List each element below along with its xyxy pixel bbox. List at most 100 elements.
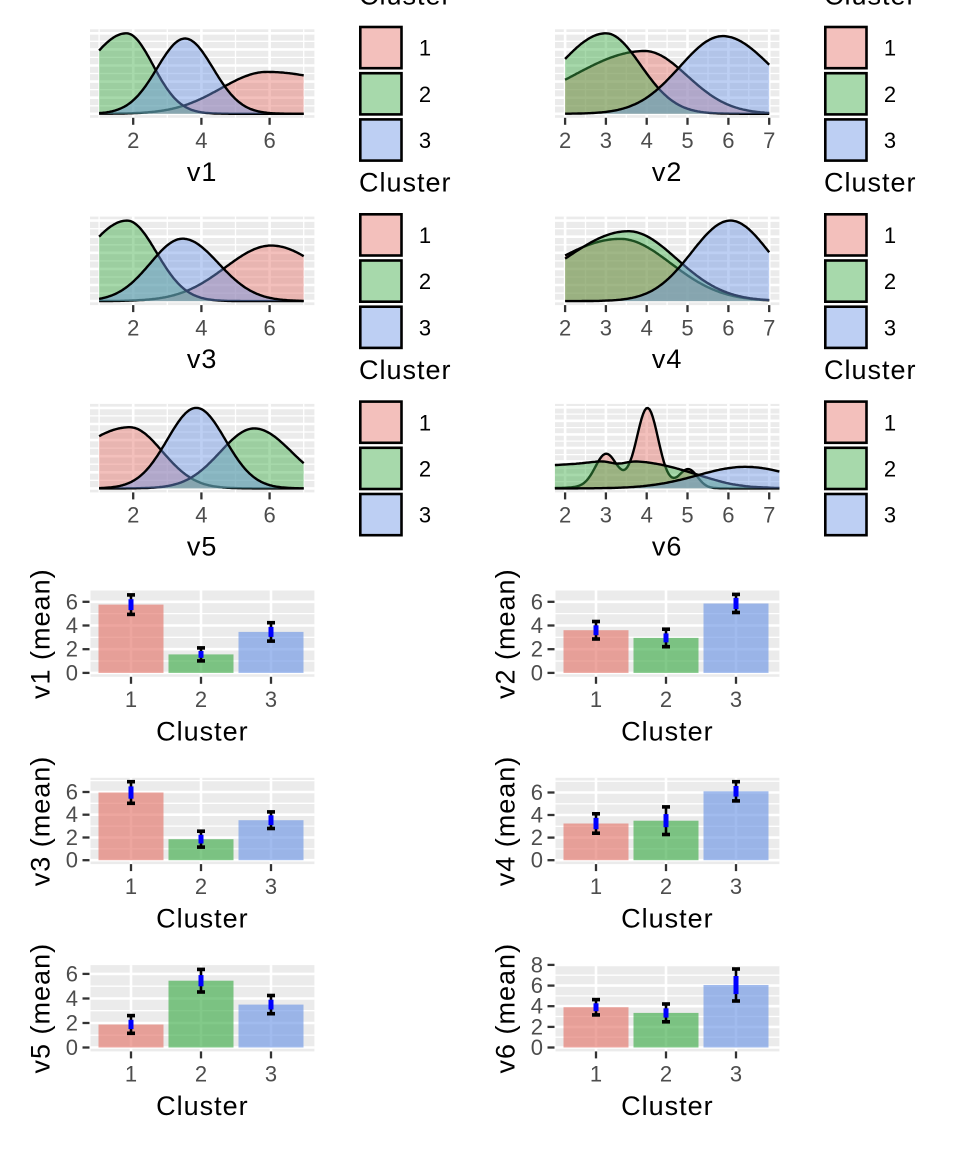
svg-text:2: 2 [66, 1011, 78, 1036]
svg-text:3: 3 [600, 128, 612, 153]
svg-text:6: 6 [722, 503, 734, 528]
svg-text:2: 2 [127, 503, 139, 528]
svg-text:5: 5 [681, 503, 693, 528]
svg-text:v3 (mean): v3 (mean) [25, 756, 55, 887]
svg-text:6: 6 [66, 961, 78, 986]
svg-text:2: 2 [660, 1062, 672, 1087]
svg-text:7: 7 [763, 315, 775, 340]
svg-text:2: 2 [195, 874, 207, 899]
svg-text:Cluster: Cluster [156, 904, 249, 934]
svg-text:Cluster: Cluster [621, 1091, 714, 1121]
svg-text:4: 4 [195, 315, 207, 340]
svg-text:4: 4 [641, 315, 653, 340]
svg-text:v4 (mean): v4 (mean) [490, 756, 520, 887]
svg-text:3: 3 [730, 1062, 742, 1087]
svg-text:2: 2 [195, 1062, 207, 1087]
svg-text:2: 2 [884, 457, 896, 482]
svg-text:1: 1 [884, 223, 896, 248]
svg-text:6: 6 [66, 589, 78, 614]
svg-text:3: 3 [730, 687, 742, 712]
svg-text:1: 1 [419, 223, 431, 248]
svg-text:0: 0 [531, 660, 543, 685]
svg-text:1: 1 [419, 410, 431, 435]
svg-text:6: 6 [531, 973, 543, 998]
svg-text:3: 3 [419, 128, 431, 153]
svg-text:3: 3 [730, 874, 742, 899]
svg-text:v6 (mean): v6 (mean) [490, 943, 520, 1074]
svg-text:2: 2 [419, 269, 431, 294]
svg-text:v2 (mean): v2 (mean) [490, 568, 520, 699]
svg-text:v4: v4 [652, 344, 683, 374]
svg-text:2: 2 [559, 503, 571, 528]
svg-text:2: 2 [419, 457, 431, 482]
svg-text:1: 1 [884, 410, 896, 435]
svg-text:2: 2 [195, 687, 207, 712]
svg-text:6: 6 [263, 503, 275, 528]
svg-text:Cluster: Cluster [824, 0, 917, 10]
svg-text:4: 4 [641, 128, 653, 153]
svg-text:2: 2 [559, 128, 571, 153]
svg-text:3: 3 [265, 874, 277, 899]
svg-text:Cluster: Cluster [359, 355, 452, 385]
svg-text:4: 4 [531, 613, 543, 638]
svg-text:6: 6 [722, 128, 734, 153]
svg-text:2: 2 [531, 825, 543, 850]
svg-text:v5 (mean): v5 (mean) [25, 943, 55, 1074]
svg-text:4: 4 [641, 503, 653, 528]
svg-text:3: 3 [265, 687, 277, 712]
svg-text:4: 4 [66, 613, 78, 638]
svg-text:3: 3 [600, 315, 612, 340]
svg-text:Cluster: Cluster [824, 355, 917, 385]
svg-text:3: 3 [600, 503, 612, 528]
svg-text:Cluster: Cluster [359, 0, 452, 10]
svg-text:4: 4 [531, 994, 543, 1019]
svg-text:3: 3 [265, 1062, 277, 1087]
svg-text:5: 5 [681, 128, 693, 153]
svg-text:3: 3 [884, 128, 896, 153]
svg-text:3: 3 [419, 503, 431, 528]
svg-text:2: 2 [531, 637, 543, 662]
svg-text:v1 (mean): v1 (mean) [25, 568, 55, 699]
svg-text:0: 0 [531, 848, 543, 873]
svg-text:0: 0 [531, 1035, 543, 1060]
svg-text:4: 4 [195, 128, 207, 153]
svg-text:1: 1 [590, 687, 602, 712]
svg-text:3: 3 [884, 315, 896, 340]
svg-text:1: 1 [884, 36, 896, 61]
svg-text:6: 6 [722, 315, 734, 340]
svg-text:6: 6 [531, 780, 543, 805]
svg-text:2: 2 [419, 82, 431, 107]
svg-text:1: 1 [590, 1062, 602, 1087]
svg-text:4: 4 [66, 802, 78, 827]
svg-text:3: 3 [884, 503, 896, 528]
svg-text:2: 2 [127, 315, 139, 340]
svg-text:0: 0 [66, 848, 78, 873]
svg-text:1: 1 [125, 687, 137, 712]
svg-text:4: 4 [66, 986, 78, 1011]
svg-text:7: 7 [763, 503, 775, 528]
svg-text:6: 6 [66, 780, 78, 805]
svg-text:v2: v2 [652, 157, 683, 187]
svg-text:Cluster: Cluster [156, 1091, 249, 1121]
svg-text:0: 0 [66, 1035, 78, 1060]
svg-text:v3: v3 [187, 344, 218, 374]
svg-text:2: 2 [559, 315, 571, 340]
svg-text:2: 2 [127, 128, 139, 153]
svg-text:1: 1 [125, 874, 137, 899]
svg-text:Cluster: Cluster [824, 168, 917, 198]
svg-text:7: 7 [763, 128, 775, 153]
svg-text:Cluster: Cluster [156, 716, 249, 746]
svg-text:v6: v6 [652, 531, 683, 561]
svg-text:2: 2 [531, 1014, 543, 1039]
svg-text:Cluster: Cluster [359, 168, 452, 198]
svg-text:3: 3 [419, 315, 431, 340]
svg-text:8: 8 [531, 952, 543, 977]
svg-text:4: 4 [195, 503, 207, 528]
svg-text:Cluster: Cluster [621, 904, 714, 934]
svg-text:5: 5 [681, 315, 693, 340]
svg-text:6: 6 [531, 589, 543, 614]
svg-text:0: 0 [66, 660, 78, 685]
svg-text:1: 1 [419, 36, 431, 61]
svg-text:2: 2 [66, 637, 78, 662]
svg-text:2: 2 [66, 825, 78, 850]
